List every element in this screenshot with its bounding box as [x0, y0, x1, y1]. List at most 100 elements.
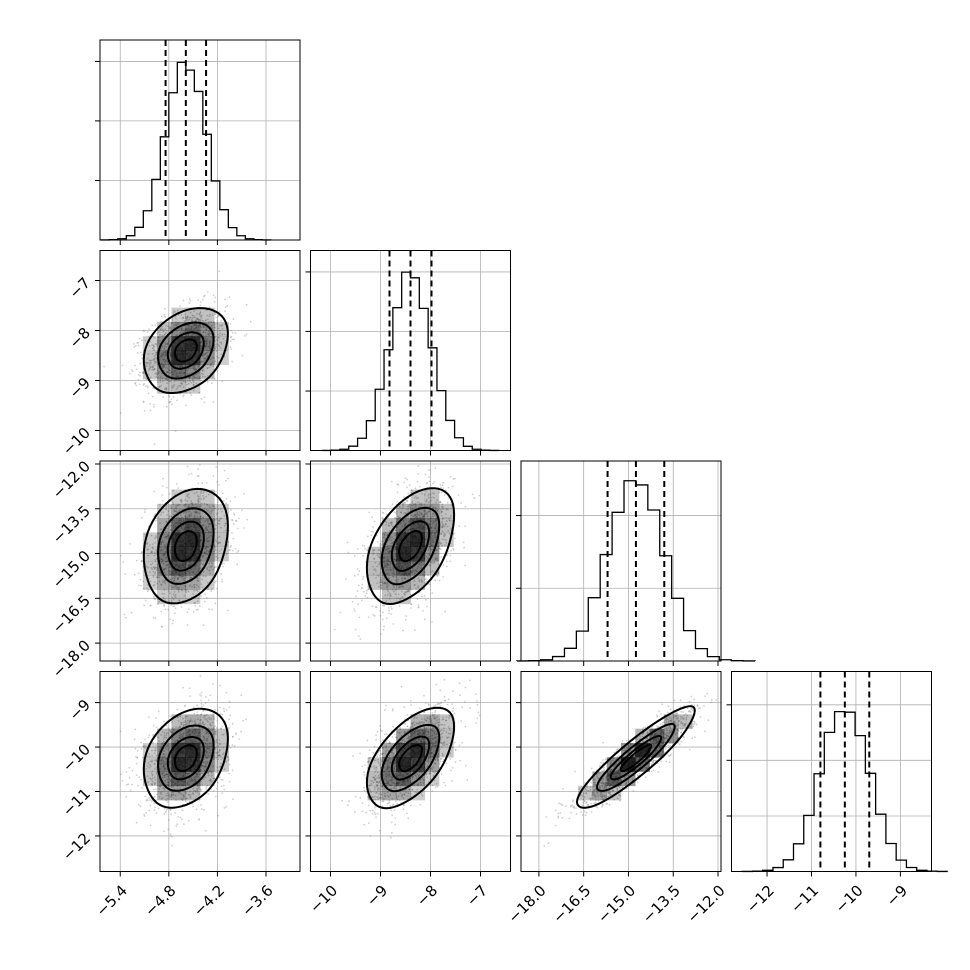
- sample-point: [216, 587, 218, 590]
- sample-point: [212, 728, 215, 730]
- sample-point: [214, 580, 217, 583]
- sample-point: [165, 561, 167, 563]
- sample-point: [229, 548, 232, 551]
- sample-point: [372, 568, 375, 571]
- sample-point: [196, 495, 199, 497]
- sample-point: [153, 368, 156, 371]
- sample-point: [175, 510, 177, 513]
- sample-point: [434, 467, 437, 470]
- sample-point: [377, 585, 380, 588]
- sample-point: [390, 605, 392, 608]
- sample-point: [152, 574, 155, 577]
- sample-point: [387, 606, 390, 609]
- sample-point: [409, 575, 411, 578]
- sample-point: [380, 543, 382, 546]
- sample-point: [208, 569, 211, 572]
- sample-point: [373, 549, 375, 552]
- sample-point: [388, 609, 391, 612]
- sample-point: [390, 594, 392, 597]
- sample-point: [388, 592, 391, 595]
- sample-point: [243, 335, 246, 337]
- sample-point: [146, 357, 149, 360]
- sample-point: [392, 590, 395, 593]
- sample-point: [207, 732, 210, 735]
- sample-point: [189, 577, 192, 579]
- sample-point: [212, 568, 214, 571]
- sample-point: [170, 403, 173, 406]
- sample-point: [207, 735, 210, 738]
- sample-point: [182, 823, 185, 826]
- sample-point: [423, 515, 426, 518]
- sample-point: [196, 318, 199, 321]
- sample-point: [184, 585, 187, 588]
- sample-point: [410, 504, 413, 507]
- sample-point: [197, 585, 200, 588]
- density-cell: [171, 532, 187, 548]
- sample-point: [433, 552, 436, 555]
- sample-point: [231, 518, 233, 521]
- sample-point: [136, 351, 139, 354]
- sample-point: [163, 771, 165, 774]
- sample-point: [158, 342, 160, 345]
- density-cell: [200, 575, 215, 590]
- sample-point: [224, 522, 227, 525]
- sample-point: [173, 324, 176, 326]
- sample-point: [196, 713, 199, 716]
- sample-point: [379, 633, 382, 635]
- sample-point: [214, 507, 217, 510]
- sample-point: [398, 605, 401, 608]
- sample-point: [406, 478, 409, 481]
- sample-point: [432, 507, 434, 509]
- sample-point: [209, 572, 212, 575]
- sample-point: [419, 512, 422, 515]
- sample-point: [142, 580, 145, 583]
- sample-point: [449, 519, 451, 522]
- sample-point: [175, 329, 178, 332]
- sample-point: [194, 721, 197, 724]
- sample-point: [181, 317, 184, 320]
- sample-point: [177, 487, 180, 490]
- sample-point: [373, 557, 376, 560]
- sample-point: [146, 542, 149, 544]
- sample-point: [411, 507, 414, 510]
- sample-point: [181, 331, 184, 334]
- sample-point: [177, 313, 180, 316]
- sample-point: [165, 378, 168, 381]
- sample-point: [224, 298, 226, 301]
- sample-point: [379, 542, 382, 545]
- sample-point: [182, 379, 185, 382]
- sample-point: [174, 612, 176, 615]
- sample-point: [379, 573, 381, 575]
- sample-point: [423, 514, 426, 517]
- sample-point: [217, 542, 219, 545]
- sample-point: [164, 753, 167, 756]
- sample-point: [169, 369, 171, 372]
- sample-point: [200, 326, 203, 329]
- sample-point: [434, 549, 437, 552]
- histogram-panel-2: [516, 460, 756, 666]
- sample-point: [194, 367, 196, 369]
- sample-point: [442, 564, 445, 567]
- sample-point: [434, 558, 437, 561]
- sample-point: [203, 295, 205, 298]
- sample-point: [200, 301, 202, 303]
- sample-point: [413, 584, 416, 587]
- sample-point: [433, 481, 436, 483]
- sample-point: [200, 372, 203, 375]
- sample-point: [228, 296, 231, 299]
- sample-point: [188, 514, 191, 517]
- sample-point: [182, 394, 185, 397]
- sample-point: [203, 723, 206, 726]
- sample-point: [151, 779, 153, 782]
- sample-point: [188, 316, 191, 319]
- sample-point: [449, 475, 452, 478]
- sample-point: [448, 532, 451, 535]
- sample-point: [189, 392, 192, 395]
- sample-point: [151, 347, 154, 350]
- sample-point: [214, 313, 216, 315]
- sample-point: [152, 359, 155, 361]
- sample-point: [440, 532, 443, 535]
- sample-point: [374, 561, 377, 564]
- sample-point: [440, 511, 443, 514]
- sample-point: [161, 568, 164, 571]
